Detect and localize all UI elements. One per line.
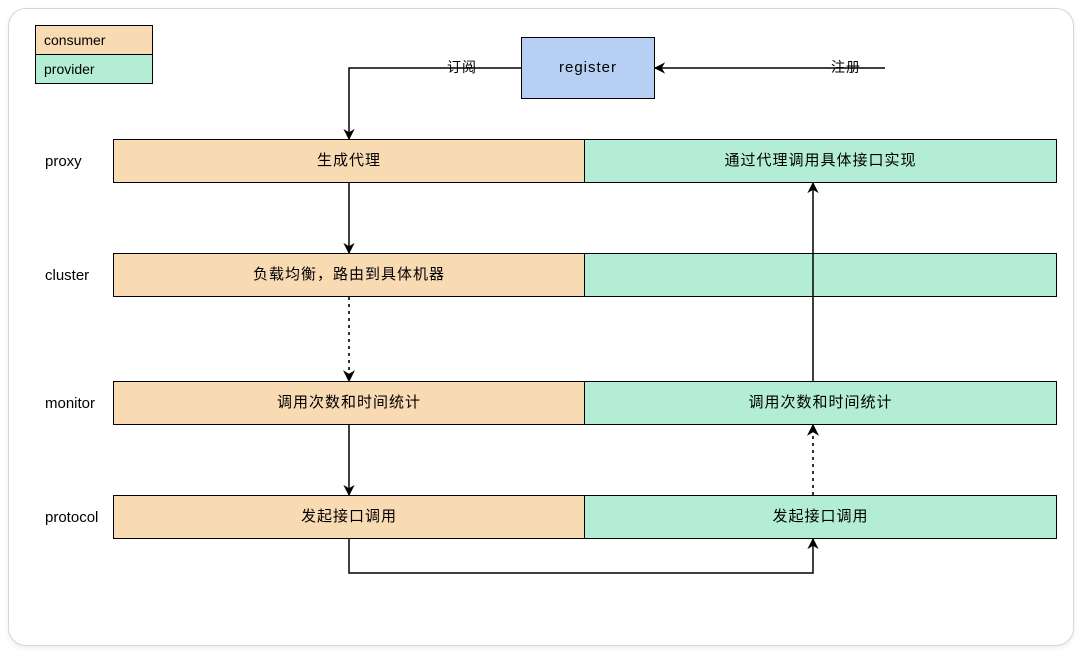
row-label-proxy-text: proxy [45,153,82,170]
cluster-consumer-text: 负载均衡，路由到具体机器 [253,265,445,285]
legend-consumer: consumer [36,26,152,54]
edge-label-subscribe: 订阅 [443,57,481,77]
proxy-provider-text: 通过代理调用具体接口实现 [724,151,916,171]
row-label-cluster-text: cluster [45,267,89,284]
protocol-provider-cell: 发起接口调用 [585,495,1057,539]
proxy-consumer-text: 生成代理 [317,151,381,171]
protocol-consumer-text: 发起接口调用 [301,507,397,527]
monitor-consumer-cell: 调用次数和时间统计 [113,381,585,425]
diagram-frame: consumer provider register proxy cluster… [8,8,1074,646]
proxy-provider-cell: 通过代理调用具体接口实现 [585,139,1057,183]
cluster-provider-cell [585,253,1057,297]
cluster-consumer-cell: 负载均衡，路由到具体机器 [113,253,585,297]
row-label-protocol-text: protocol [45,509,98,526]
row-label-monitor-text: monitor [45,395,95,412]
register-node: register [521,37,655,99]
legend-consumer-label: consumer [44,32,105,48]
protocol-provider-text: 发起接口调用 [772,507,868,527]
legend-provider: provider [36,54,152,83]
row-label-proxy: proxy [35,139,107,183]
legend: consumer provider [35,25,153,84]
edge-label-subscribe-text: 订阅 [447,59,477,75]
row-label-monitor: monitor [35,381,107,425]
arrows-layer [9,9,1073,645]
edge-label-register: 注册 [827,57,865,77]
row-label-cluster: cluster [35,253,107,297]
monitor-provider-cell: 调用次数和时间统计 [585,381,1057,425]
legend-provider-label: provider [44,61,95,77]
row-label-protocol: protocol [35,495,107,539]
edge-label-register-text: 注册 [831,59,861,75]
monitor-provider-text: 调用次数和时间统计 [748,393,892,413]
proxy-consumer-cell: 生成代理 [113,139,585,183]
protocol-consumer-cell: 发起接口调用 [113,495,585,539]
register-label: register [559,58,617,78]
monitor-consumer-text: 调用次数和时间统计 [277,393,421,413]
